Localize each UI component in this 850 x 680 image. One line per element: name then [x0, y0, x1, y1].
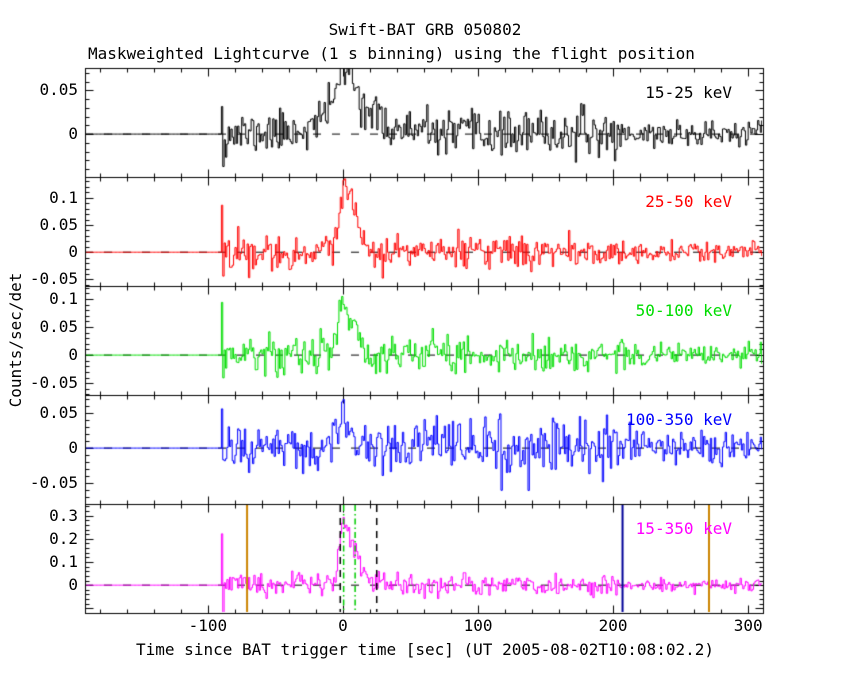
page-title: Swift-BAT GRB 050802 [328, 20, 522, 39]
y-tick-label: -0.05 [29, 373, 78, 393]
y-tick-label: 0.1 [49, 187, 78, 207]
y-tick-label: 0 [68, 345, 78, 365]
y-tick-label: 0.1 [49, 288, 78, 308]
y-tick-label: 0 [68, 124, 78, 144]
y-tick-label: 0 [68, 438, 78, 458]
x-tick-label: 200 [598, 616, 628, 635]
x-tick-label: -100 [188, 616, 228, 635]
band-label-15-25kev: 15-25 keV [645, 83, 732, 102]
y-tick-label: 0 [68, 575, 78, 595]
y-tick-label: 0.05 [39, 214, 78, 234]
band-label-50-100kev: 50-100 keV [635, 301, 732, 320]
y-tick-label: 0.1 [49, 551, 78, 571]
subtitle: Maskweighted Lightcurve (1 s binning) us… [88, 44, 695, 63]
band-label-100-350kev: 100-350 keV [626, 410, 732, 429]
y-tick-label: -0.05 [29, 269, 78, 289]
y-tick-label: 0 [68, 242, 78, 262]
y-tick-label: 0.05 [39, 403, 78, 423]
x-axis-label: Time since BAT trigger time [sec] (UT 20… [136, 640, 714, 659]
band-label-15-350kev: 15-350 keV [635, 519, 732, 538]
y-tick-label: 0.2 [49, 528, 78, 548]
y-tick-label: -0.05 [29, 473, 78, 493]
x-tick-label: 300 [733, 616, 763, 635]
y-tick-label: 0.3 [49, 505, 78, 525]
x-tick-label: 0 [338, 616, 348, 635]
y-tick-label: 0.05 [39, 80, 78, 100]
band-label-25-50kev: 25-50 keV [645, 192, 732, 211]
y-tick-label: 0.05 [39, 317, 78, 336]
x-tick-label: 100 [463, 616, 493, 635]
